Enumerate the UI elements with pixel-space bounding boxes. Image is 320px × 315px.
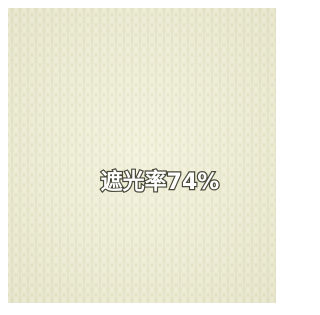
fabric-image: 遮光率74% (0, 0, 284, 311)
fabric-shading (8, 8, 276, 303)
shading-rate-caption: 遮光率74% (101, 169, 220, 195)
